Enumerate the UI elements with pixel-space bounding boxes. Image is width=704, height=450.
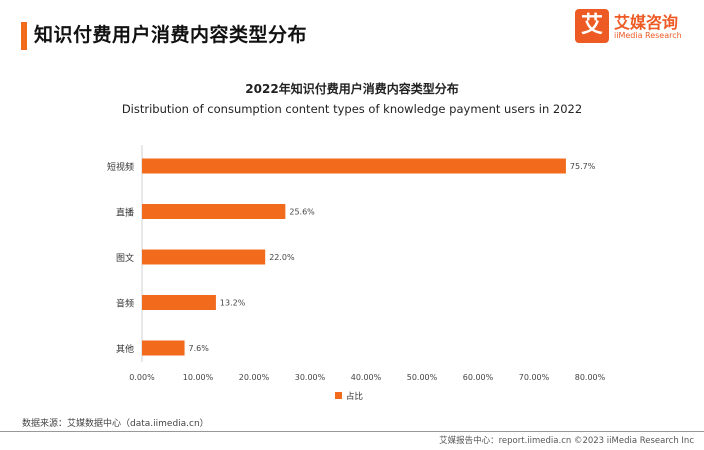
x-tick-label: 80.00% — [575, 373, 606, 382]
category-label: 音频 — [116, 298, 134, 310]
value-label: 25.6% — [289, 208, 315, 217]
x-tick-label: 40.00% — [351, 373, 382, 382]
legend-label: 占比 — [346, 391, 363, 402]
footer-divider — [0, 431, 704, 432]
logo: 艾 艾媒咨询 iiMedia Research — [575, 9, 695, 49]
value-label: 75.7% — [570, 162, 596, 171]
logo-subtitle: iiMedia Research — [614, 31, 682, 40]
x-tick-label: 50.00% — [407, 373, 438, 382]
value-label: 13.2% — [220, 299, 246, 308]
x-tick-label: 0.00% — [129, 373, 155, 382]
data-source: 数据来源：艾媒数据中心（data.iimedia.cn） — [22, 419, 209, 429]
category-label: 图文 — [116, 252, 134, 264]
value-label: 7.6% — [189, 344, 210, 353]
category-label: 其他 — [116, 343, 134, 355]
category-label: 短视频 — [107, 161, 134, 173]
x-tick-label: 60.00% — [463, 373, 494, 382]
report-center-credit: 艾媒报告中心：report.iimedia.cn ©2023 iiMedia R… — [439, 436, 694, 446]
bar — [142, 204, 286, 219]
logo-name: 艾媒咨询 — [614, 13, 679, 32]
category-label: 直播 — [116, 207, 134, 219]
logo-mark: 艾 — [575, 9, 609, 43]
page-title: 知识付费用户消费内容类型分布 — [34, 24, 308, 46]
bar — [142, 249, 266, 265]
chart-title: 2022年知识付费用户消费内容类型分布 — [245, 82, 459, 96]
value-label: 22.0% — [269, 253, 295, 262]
chart-subtitle: Distribution of consumption content type… — [121, 102, 583, 116]
x-tick-label: 30.00% — [295, 373, 326, 382]
header-accent-bar — [21, 22, 27, 50]
bar — [142, 340, 185, 356]
bar — [142, 158, 566, 174]
x-tick-label: 20.00% — [239, 373, 270, 382]
bar-chart: 短视频 75.7% 直播 25.6% 图文 22.0% 音频 13.2% 其他 7.6% 0.00%… — [107, 145, 606, 402]
legend-swatch — [335, 392, 342, 399]
x-tick-label: 70.00% — [519, 373, 550, 382]
bar — [142, 295, 216, 310]
x-tick-label: 10.00% — [183, 373, 214, 382]
